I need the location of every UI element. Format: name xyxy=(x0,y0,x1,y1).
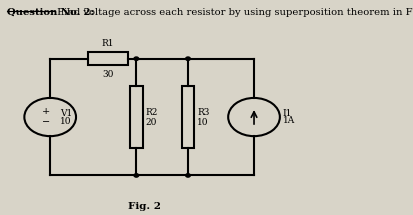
Text: 30: 30 xyxy=(102,70,113,79)
Text: R2: R2 xyxy=(145,108,158,117)
Text: −: − xyxy=(42,118,50,127)
Circle shape xyxy=(228,98,280,136)
Text: 20: 20 xyxy=(145,118,157,127)
FancyBboxPatch shape xyxy=(182,86,194,148)
Text: 10: 10 xyxy=(60,117,72,126)
Text: Find voltage across each resistor by using superposition theorem in Fig. 2.: Find voltage across each resistor by usi… xyxy=(55,8,413,17)
Text: R3: R3 xyxy=(197,108,209,117)
Circle shape xyxy=(134,174,139,177)
Circle shape xyxy=(186,57,190,60)
Text: Question No. 2:: Question No. 2: xyxy=(7,8,94,17)
Text: 10: 10 xyxy=(197,118,209,127)
FancyBboxPatch shape xyxy=(88,52,128,65)
Text: +: + xyxy=(42,107,50,116)
Text: Fig. 2: Fig. 2 xyxy=(128,203,161,212)
Circle shape xyxy=(134,57,139,60)
Circle shape xyxy=(24,98,76,136)
FancyBboxPatch shape xyxy=(130,86,142,148)
Circle shape xyxy=(186,174,190,177)
Text: 1A: 1A xyxy=(283,116,295,125)
Text: V1: V1 xyxy=(60,109,73,118)
Text: R1: R1 xyxy=(101,39,114,48)
Text: I1: I1 xyxy=(283,109,292,118)
